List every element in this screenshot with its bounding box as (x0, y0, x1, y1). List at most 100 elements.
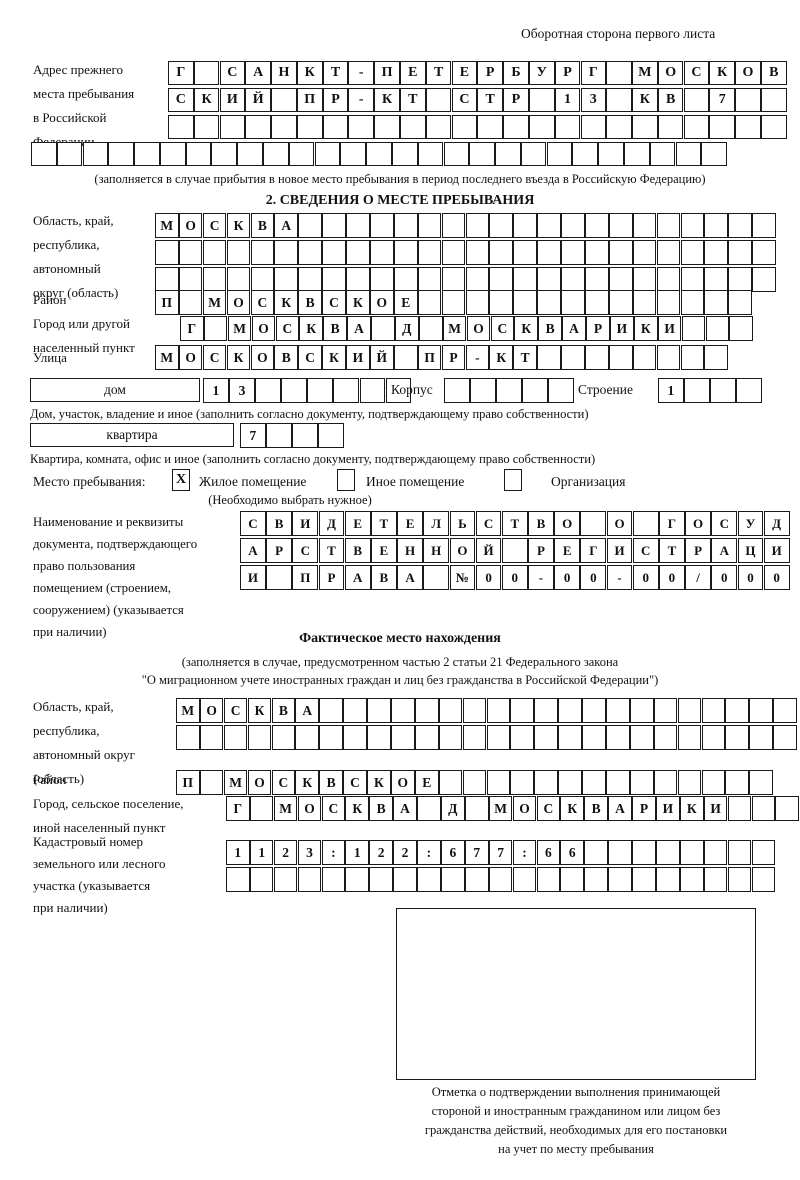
prev-address-row-2-cell-8[interactable]: - (348, 88, 375, 112)
actual-region-row-2-cell-6[interactable] (295, 725, 320, 750)
street-row-cell-1[interactable]: М (155, 345, 179, 370)
stay-type-checkbox-residential[interactable]: X (172, 469, 190, 491)
prev-address-row-1-cell-16[interactable]: Р (554, 61, 581, 85)
region-row-3-cell-7[interactable] (298, 267, 322, 292)
doc-row-3-cell-12[interactable]: - (528, 565, 554, 590)
prev-address-row-4-wide-cell-22[interactable] (572, 142, 598, 166)
korpus-cells-cell-5[interactable] (548, 378, 575, 403)
actual-region-row-2-cell-17[interactable] (558, 725, 582, 750)
doc-row-2-cell-15[interactable]: И (606, 538, 633, 563)
prev-address-row-1-cell-9[interactable]: П (374, 61, 400, 85)
prev-address-row-1-cell-12[interactable]: Е (451, 61, 478, 85)
cadastral-row-2-cell-3[interactable] (273, 867, 298, 892)
street-row-cell-9[interactable]: И (346, 345, 370, 370)
actual-region-row-1-cell-22[interactable] (677, 698, 702, 723)
region-row-3-cell-1[interactable] (155, 267, 179, 292)
region-row-1-cell-7[interactable] (298, 213, 322, 238)
region-row-2-cell-21[interactable] (632, 240, 657, 265)
actual-city-row-cell-6[interactable]: К (345, 796, 370, 821)
actual-region-row-2-cell-22[interactable] (677, 725, 702, 750)
flat-number-cells-cell-3[interactable] (292, 423, 318, 448)
city-row-cell-5[interactable]: С (275, 316, 300, 341)
city-row-cell-19[interactable]: И (610, 316, 634, 341)
prev-address-row-1-cell-11[interactable]: Т (425, 61, 452, 85)
city-row-cell-24[interactable] (729, 316, 754, 341)
region-row-3-cell-18[interactable] (561, 267, 585, 292)
street-row-cell-4[interactable]: К (226, 345, 251, 370)
doc-row-3-cell-20[interactable]: 0 (737, 565, 764, 590)
doc-row-3-cell-7[interactable]: А (397, 565, 423, 590)
doc-row-1-cell-1[interactable]: С (240, 511, 266, 536)
actual-region-row-2-cell-16[interactable] (534, 725, 558, 750)
actual-city-row-cell-13[interactable]: О (512, 796, 537, 821)
actual-region-row-1-cell-24[interactable] (725, 698, 750, 723)
doc-row-1-cell-15[interactable]: О (606, 511, 633, 536)
actual-district-row-cell-21[interactable] (653, 770, 678, 795)
cadastral-row-1-cell-22[interactable] (727, 840, 752, 865)
prev-address-row-3-cell-10[interactable] (400, 115, 426, 139)
actual-city-row-cell-24[interactable] (775, 796, 800, 821)
region-row-3-cell-14[interactable] (465, 267, 490, 292)
actual-city-row-cell-20[interactable]: К (679, 796, 704, 821)
cadastral-row-2-cell-16[interactable] (584, 867, 608, 892)
actual-district-row-cell-8[interactable]: С (343, 770, 367, 795)
actual-district-row-cell-4[interactable]: О (247, 770, 272, 795)
doc-row-1-cell-13[interactable]: О (554, 511, 581, 536)
korpus-cells-cell-2[interactable] (470, 378, 496, 403)
house-number-cells-cell-4[interactable] (281, 378, 308, 403)
actual-district-row-cell-1[interactable]: П (176, 770, 200, 795)
prev-address-row-2-cell-2[interactable]: К (193, 88, 220, 112)
actual-region-row-2-cell-10[interactable] (391, 725, 415, 750)
doc-row-1-cell-8[interactable]: Л (423, 511, 450, 536)
district-row-cell-6[interactable]: К (274, 290, 299, 315)
prev-address-row-3-cell-1[interactable] (168, 115, 194, 139)
region-row-3-cell-6[interactable] (274, 267, 299, 292)
prev-address-row-2-cell-5[interactable] (271, 88, 297, 112)
prev-address-row-4-wide-cell-5[interactable] (134, 142, 160, 166)
actual-region-row-2-cell-24[interactable] (725, 725, 750, 750)
actual-city-row-cell-14[interactable]: С (536, 796, 561, 821)
stroenie-cells-cell-2[interactable] (684, 378, 710, 403)
doc-row-2-cell-11[interactable] (501, 538, 528, 563)
doc-row-2-cell-5[interactable]: В (344, 538, 371, 563)
district-row-cell-11[interactable]: Е (393, 290, 418, 315)
actual-city-row-cell-8[interactable]: А (393, 796, 417, 821)
actual-region-row-2-cell-5[interactable] (271, 725, 296, 750)
actual-region-row-1-cell-3[interactable]: С (223, 698, 248, 723)
district-row-cell-23[interactable] (680, 290, 705, 315)
district-row-cell-12[interactable] (417, 290, 442, 315)
region-row-2-cell-8[interactable] (322, 240, 346, 265)
actual-region-row-1-cell-4[interactable]: К (247, 698, 272, 723)
street-row-cell-24[interactable] (704, 345, 729, 370)
district-row-cell-1[interactable]: П (155, 290, 179, 315)
doc-row-3-cell-13[interactable]: 0 (554, 565, 581, 590)
city-row-cell-8[interactable]: А (347, 316, 371, 341)
region-row-3-cell-21[interactable] (632, 267, 657, 292)
actual-region-row-2-cell-18[interactable] (582, 725, 606, 750)
city-row-cell-18[interactable]: Р (586, 316, 610, 341)
korpus-cells-cell-1[interactable] (444, 378, 470, 403)
street-row-cell-14[interactable]: - (465, 345, 490, 370)
cadastral-row-1-cell-4[interactable]: 3 (297, 840, 322, 865)
actual-city-row-cell-5[interactable]: С (321, 796, 346, 821)
prev-address-row-4-wide-cell-9[interactable] (237, 142, 263, 166)
prev-address-row-2-cell-6[interactable]: П (296, 88, 323, 112)
district-row-cell-25[interactable] (728, 290, 752, 315)
region-row-1-cell-4[interactable]: К (226, 213, 251, 238)
doc-row-2-cell-12[interactable]: Р (528, 538, 554, 563)
city-row-cell-10[interactable]: Д (395, 316, 419, 341)
prev-address-row-1-cell-2[interactable] (193, 61, 220, 85)
cadastral-row-1-cell-20[interactable] (679, 840, 704, 865)
doc-row-3-cell-14[interactable]: 0 (580, 565, 607, 590)
cadastral-row-2-cell-6[interactable] (345, 867, 370, 892)
cadastral-row-1-cell-6[interactable]: 1 (345, 840, 370, 865)
stamp-area-box[interactable] (396, 908, 756, 1080)
prev-address-row-1-cell-5[interactable]: Н (271, 61, 297, 85)
actual-city-row-cell-3[interactable]: М (273, 796, 298, 821)
region-row-3-cell-2[interactable] (178, 267, 203, 292)
cadastral-row-1-cell-3[interactable]: 2 (273, 840, 298, 865)
cadastral-row-1-cell-8[interactable]: 2 (393, 840, 417, 865)
region-row-3-cell-15[interactable] (489, 267, 514, 292)
region-row-2-cell-24[interactable] (704, 240, 729, 265)
